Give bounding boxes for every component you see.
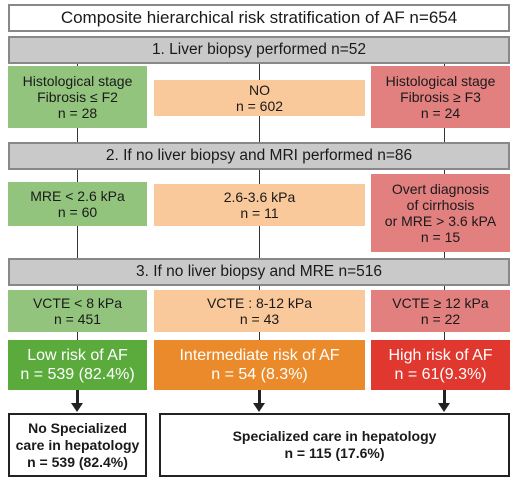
row2-right-box: Overt diagnosis of cirrhosis or MRE > 3.… [371, 174, 510, 252]
row3-left-line1: VCTE < 8 kPa [32, 295, 123, 311]
specialized-care-count: n = 115 (17.6%) [284, 445, 385, 461]
no-specialized-care-box: No Specialized care in hepatology n = 53… [8, 413, 147, 477]
row1-left-line3: n = 28 [57, 105, 98, 121]
row1-middle-line1: NO [249, 82, 270, 98]
high-risk-count: n = 61(9.3%) [394, 366, 487, 383]
row3-middle-line1: VCTE : 8-12 kPa [206, 295, 313, 311]
arrow-middle-head [253, 403, 265, 412]
row3-right-box: VCTE ≥ 12 kPa n = 22 [371, 290, 510, 332]
no-care-line2: care in hepatology [15, 436, 140, 453]
row1-left-line2: Fibrosis ≤ F2 [37, 89, 118, 105]
arrow-right-head [438, 403, 450, 412]
row3-right-line1: VCTE ≥ 12 kPa [392, 295, 489, 311]
intermediate-risk-box: Intermediate risk of AF n = 54 (8.3%) [154, 340, 365, 390]
row2-right-line3: or MRE > 3.6 kPA [384, 213, 497, 229]
no-care-line1: No Specialized [28, 419, 127, 436]
row2-left-box: MRE < 2.6 kPa n = 60 [8, 182, 147, 226]
no-care-line3: n = 539 (82.4%) [27, 453, 128, 470]
high-risk-label: High risk of AF [388, 347, 493, 364]
row2-left-line1: MRE < 2.6 kPa [30, 188, 125, 204]
row1-left-line1: Histological stage [22, 73, 133, 89]
specialized-care-box: Specialized care in hepatology n = 115 (… [159, 413, 510, 477]
arrow-middle-shaft [258, 390, 261, 404]
row1-right-line3: n = 24 [420, 105, 461, 121]
row3-middle-box: VCTE : 8-12 kPa n = 43 [154, 290, 365, 332]
diagram-title: Composite hierarchical risk stratificati… [8, 4, 510, 32]
arrow-left-head [71, 403, 83, 412]
row2-middle-line2: n = 11 [240, 205, 279, 221]
row1-right-line2: Fibrosis ≥ F3 [400, 89, 481, 105]
intermediate-risk-count: n = 54 (8.3%) [211, 366, 308, 383]
arrow-left-shaft [76, 390, 79, 404]
row1-middle-box: NO n = 602 [154, 80, 365, 116]
row2-left-line2: n = 60 [57, 204, 98, 220]
row1-right-line1: Histological stage [385, 73, 496, 89]
specialized-care-label: Specialized care in hepatology [232, 428, 437, 444]
low-risk-box: Low risk of AF n = 539 (82.4%) [8, 340, 147, 390]
high-risk-box: High risk of AF n = 61(9.3%) [371, 340, 510, 390]
intermediate-risk-label: Intermediate risk of AF [179, 347, 340, 364]
row3-right-line2: n = 22 [420, 311, 461, 327]
row2-right-line1: Overt diagnosis [391, 181, 490, 197]
row1-middle-line2: n = 602 [235, 98, 284, 114]
step-2-banner: 2. If no liver biopsy and MRI performed … [8, 142, 510, 170]
row3-left-box: VCTE < 8 kPa n = 451 [8, 290, 147, 332]
step-3-banner: 3. If no liver biopsy and MRE n=516 [8, 258, 510, 286]
row1-left-box: Histological stage Fibrosis ≤ F2 n = 28 [8, 66, 147, 128]
row2-right-line4: n = 15 [420, 229, 461, 245]
arrow-right-shaft [443, 390, 446, 404]
row3-middle-line2: n = 43 [239, 311, 280, 327]
row1-right-box: Histological stage Fibrosis ≥ F3 n = 24 [371, 66, 510, 128]
low-risk-label: Low risk of AF [27, 347, 128, 364]
row3-left-line2: n = 451 [53, 311, 102, 327]
row2-middle-line1: 2.6-3.6 kPa [223, 189, 296, 205]
row2-middle-box: 2.6-3.6 kPa n = 11 [154, 184, 365, 226]
step-1-banner: 1. Liver biopsy performed n=52 [8, 36, 510, 64]
low-risk-count: n = 539 (82.4%) [20, 366, 135, 383]
row2-right-line2: of cirrhosis [406, 197, 475, 213]
